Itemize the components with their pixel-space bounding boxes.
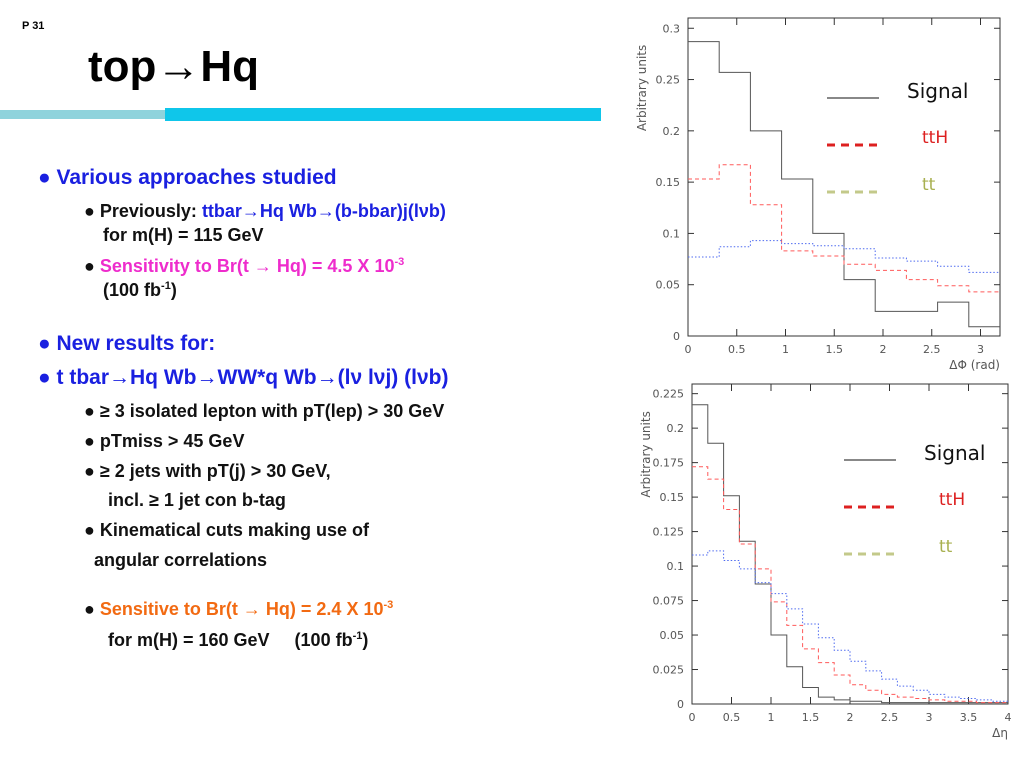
bullet-approaches: ● Various approaches studied bbox=[38, 166, 337, 189]
previously-prefix: Previously: bbox=[99, 201, 202, 221]
bullet-new-results: ● New results for: bbox=[38, 332, 216, 355]
bullet-dot: ● bbox=[84, 256, 95, 276]
y-tick-label: 0.025 bbox=[653, 664, 685, 677]
histogram-tt bbox=[688, 240, 1000, 273]
title-underline-bar bbox=[165, 108, 601, 121]
y-tick-label: 0.2 bbox=[663, 125, 681, 138]
x-tick-label: 0 bbox=[685, 343, 692, 356]
sensitivity-new-text: Sensitive to Br(t → Hq) = 2.4 X 10 bbox=[99, 599, 384, 619]
legend-label-signal: Signal bbox=[907, 79, 968, 103]
chart-delta-eta: 0 0.025 0.05 0.075 0.1 0.125 0.15 0.175 0.2 0.225… bbox=[639, 383, 1012, 740]
sensitivity-old-lumi: (100 fb-1) bbox=[103, 280, 177, 301]
x-axis-label: ΔΦ (rad) bbox=[949, 358, 1000, 372]
cut-kinematic: ● Kinematical cuts making use of bbox=[84, 520, 369, 540]
bullet-dot: ● bbox=[84, 599, 95, 619]
y-axis-label: Arbitrary units bbox=[639, 411, 653, 497]
bullet-sensitivity-new: ● Sensitive to Br(t → Hq) = 2.4 X 10-3 bbox=[84, 599, 393, 620]
histogram-tth bbox=[692, 466, 1008, 704]
previously-channel: ttbar→Hq Wb→(b-bbar)j(lνb) bbox=[201, 201, 446, 221]
sensitivity-new-exp: -3 bbox=[383, 599, 394, 611]
sensitivity-old-text: Sensitivity to Br(t → Hq) = 4.5 X 10 bbox=[99, 256, 395, 276]
x-tick-label: 2 bbox=[847, 711, 854, 724]
bullet-dot: ● bbox=[84, 201, 95, 221]
x-tick-label: 1 bbox=[782, 343, 789, 356]
slide-title: top→Hq bbox=[88, 42, 260, 91]
x-tick-label: 2 bbox=[880, 343, 887, 356]
bullet-channel: ● t tbar→Hq Wb→WW*q Wb→(lν lνj) (lνb) bbox=[38, 366, 449, 389]
y-tick-label: 0.3 bbox=[663, 22, 681, 35]
y-tick-label: 0.25 bbox=[656, 74, 681, 87]
histogram-tt bbox=[692, 550, 1008, 702]
lumi-post: ) bbox=[170, 280, 177, 300]
x-tick-label: 2.5 bbox=[881, 711, 899, 724]
x-tick-label: 1.5 bbox=[802, 711, 820, 724]
y-tick-label: 0 bbox=[673, 330, 680, 343]
histogram-signal bbox=[688, 41, 1000, 328]
cut-angular: angular correlations bbox=[94, 550, 268, 570]
x-tick-label: 3 bbox=[926, 711, 933, 724]
y-tick-label: 0.15 bbox=[660, 491, 685, 504]
y-tick-label: 0.125 bbox=[653, 526, 685, 539]
legend-label-signal: Signal bbox=[924, 441, 985, 465]
lumi-pre: (100 fb bbox=[103, 280, 162, 300]
plot-frame bbox=[687, 17, 1001, 337]
cut-jets: ● ≥ 2 jets with pT(j) > 30 GeV, bbox=[84, 461, 331, 481]
y-axis-label: Arbitrary units bbox=[635, 45, 649, 131]
y-tick-label: 0.05 bbox=[660, 629, 685, 642]
legend-label-tth: ttH bbox=[922, 128, 948, 148]
sensitivity-old-exp: -3 bbox=[394, 256, 405, 268]
y-tick-label: 0 bbox=[677, 698, 684, 711]
bullet-sensitivity-old: ● Sensitivity to Br(t → Hq) = 4.5 X 10-3 bbox=[84, 256, 404, 277]
y-tick-label: 0.225 bbox=[653, 388, 685, 401]
y-tick-label: 0.05 bbox=[656, 279, 681, 292]
x-tick-label: 1.5 bbox=[826, 343, 844, 356]
x-tick-label: 4 bbox=[1005, 711, 1012, 724]
bullet-previously: ● Previously: ttbar→Hq Wb→(b-bbar)j(lνb) bbox=[84, 201, 446, 222]
cut-btag: incl. ≥ 1 jet con b-tag bbox=[108, 490, 286, 510]
x-tick-label: 0.5 bbox=[728, 343, 746, 356]
y-tick-label: 0.1 bbox=[667, 560, 685, 573]
x-axis-label: Δη bbox=[992, 726, 1008, 740]
cut-leptons: ● ≥ 3 isolated lepton with pT(lep) > 30 … bbox=[84, 401, 445, 421]
legend-label-tth: ttH bbox=[939, 490, 965, 510]
x-tick-label: 0.5 bbox=[723, 711, 741, 724]
chart-delta-phi: 0 0.05 0.1 0.15 0.2 0.25 0.3 0 0.5 1 1.5 2 2.5 3 Arbit… bbox=[635, 17, 1001, 372]
sensitivity-new-mass: for m(H) = 160 GeV (100 fb-1) bbox=[108, 630, 368, 651]
mass-lumi-pre: for m(H) = 160 GeV (100 fb bbox=[108, 630, 353, 650]
x-tick-label: 3 bbox=[977, 343, 984, 356]
x-tick-label: 0 bbox=[689, 711, 696, 724]
mass-lumi-post: ) bbox=[362, 630, 369, 650]
y-tick-label: 0.15 bbox=[656, 176, 681, 189]
previously-mass: for m(H) = 115 GeV bbox=[103, 225, 264, 245]
x-tick-label: 2.5 bbox=[923, 343, 941, 356]
y-tick-label: 0.075 bbox=[653, 595, 685, 608]
legend-label-tt: tt bbox=[922, 175, 936, 195]
title-underline-light bbox=[0, 110, 165, 119]
x-tick-label: 1 bbox=[768, 711, 775, 724]
page-number: P 31 bbox=[22, 20, 45, 32]
y-tick-label: 0.175 bbox=[653, 457, 685, 470]
lumi-exp: -1 bbox=[161, 280, 171, 292]
x-tick-label: 3.5 bbox=[960, 711, 978, 724]
cut-ptmiss: ● pTmiss > 45 GeV bbox=[84, 431, 245, 451]
histogram-signal bbox=[692, 404, 1008, 704]
y-tick-label: 0.2 bbox=[667, 422, 685, 435]
mass-lumi-exp: -1 bbox=[352, 630, 363, 642]
y-tick-label: 0.1 bbox=[663, 227, 681, 240]
legend-label-tt: tt bbox=[939, 537, 953, 557]
